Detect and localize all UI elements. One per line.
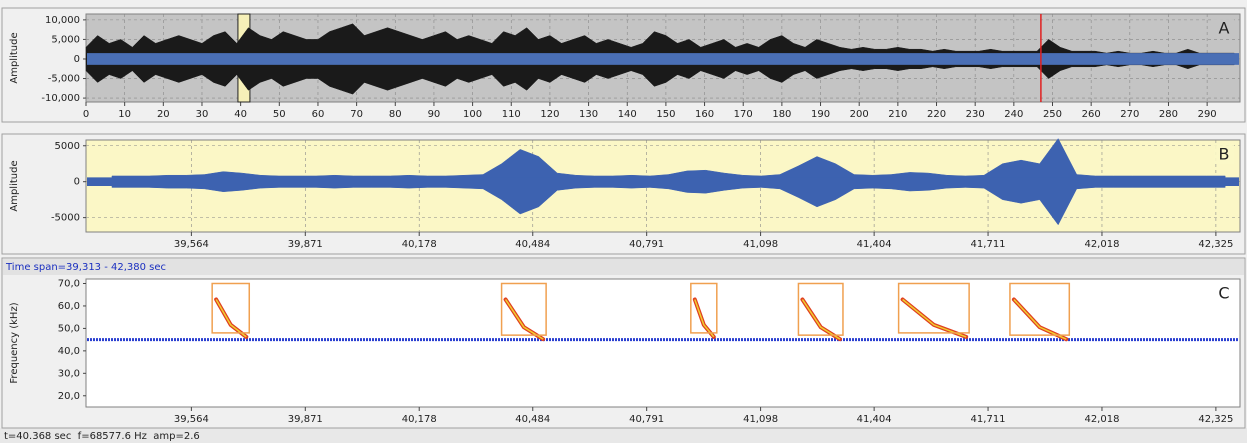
x-tick-label: 42,325 [1198,414,1233,425]
x-tick-label: 42,325 [1198,239,1233,250]
x-tick-label: 80 [389,109,402,120]
x-tick-label: 130 [579,109,598,120]
header-bar [3,259,1244,275]
x-tick-label: 120 [540,109,559,120]
x-tick-label: 10 [118,109,131,120]
y-tick-label: 30,0 [58,368,80,379]
plot-background [86,279,1240,407]
x-tick-label: 41,404 [857,414,892,425]
panel-label: C [1218,284,1229,303]
x-tick-label: 140 [618,109,637,120]
x-tick-label: 39,871 [288,239,323,250]
x-tick-label: 50 [273,109,286,120]
x-tick-label: 20 [157,109,170,120]
y-tick-label: 5,000 [51,34,80,45]
x-tick-label: 41,098 [743,239,778,250]
x-tick-label: 40,178 [402,414,437,425]
x-tick-label: 100 [463,109,482,120]
x-tick-label: 70 [350,109,363,120]
x-tick-label: 42,018 [1084,239,1119,250]
x-tick-label: 39,564 [174,239,209,250]
x-tick-label: 40,484 [515,239,550,250]
y-tick-label: -10,000 [41,93,80,104]
x-tick-label: 40,178 [402,239,437,250]
y-tick-label: 5000 [55,141,80,152]
status-text: t=40.368 sec f=68577.6 Hz amp=2.6 [4,431,200,442]
x-tick-label: 160 [695,109,714,120]
y-tick-label: 40,0 [58,346,80,357]
x-tick-label: 280 [1159,109,1178,120]
x-tick-label: 200 [850,109,869,120]
x-tick-label: 42,018 [1084,414,1119,425]
x-tick-label: 170 [734,109,753,120]
x-tick-label: 60 [312,109,325,120]
x-tick-label: 240 [1004,109,1023,120]
y-tick-label: 20,0 [58,391,80,402]
y-tick-label: 0 [74,54,80,65]
y-tick-label: -5000 [51,213,80,224]
x-tick-label: 41,098 [743,414,778,425]
x-tick-label: 290 [1198,109,1217,120]
x-tick-label: 210 [888,109,907,120]
y-tick-label: 50,0 [58,323,80,334]
y-tick-label: 60,0 [58,301,80,312]
panel-label: B [1219,145,1230,164]
y-axis-label: Frequency (kHz) [9,302,20,383]
y-tick-label: 0 [74,177,80,188]
x-tick-label: 41,404 [857,239,892,250]
x-tick-label: 190 [811,109,830,120]
y-tick-label: -5,000 [48,74,80,85]
x-tick-label: 40 [234,109,247,120]
x-tick-label: 180 [772,109,791,120]
x-tick-label: 40,791 [629,239,664,250]
y-axis-label: Amplitude [9,32,20,83]
y-tick-label: 10,000 [45,15,80,26]
x-tick-label: 220 [927,109,946,120]
y-axis-label: Amplitude [9,160,20,211]
x-tick-label: 39,871 [288,414,323,425]
header-text: Time span=39,313 - 42,380 sec [5,262,166,273]
x-tick-label: 150 [656,109,675,120]
noise-floor [87,177,1239,186]
noise-floor [87,53,1239,65]
panel-label: A [1219,19,1230,38]
x-tick-label: 41,711 [971,239,1006,250]
x-tick-label: 90 [428,109,441,120]
app-window: t=40.368 sec f=68577.6 Hz amp=2.6 10,000… [0,0,1247,443]
x-tick-label: 250 [1043,109,1062,120]
x-tick-label: 0 [83,109,89,120]
x-tick-label: 30 [196,109,209,120]
x-tick-label: 110 [502,109,521,120]
x-tick-label: 39,564 [174,414,209,425]
x-tick-label: 40,484 [515,414,550,425]
x-tick-label: 260 [1082,109,1101,120]
y-tick-label: 70,0 [58,278,80,289]
x-tick-label: 270 [1120,109,1139,120]
x-tick-label: 40,791 [629,414,664,425]
x-tick-label: 41,711 [971,414,1006,425]
x-tick-label: 230 [966,109,985,120]
